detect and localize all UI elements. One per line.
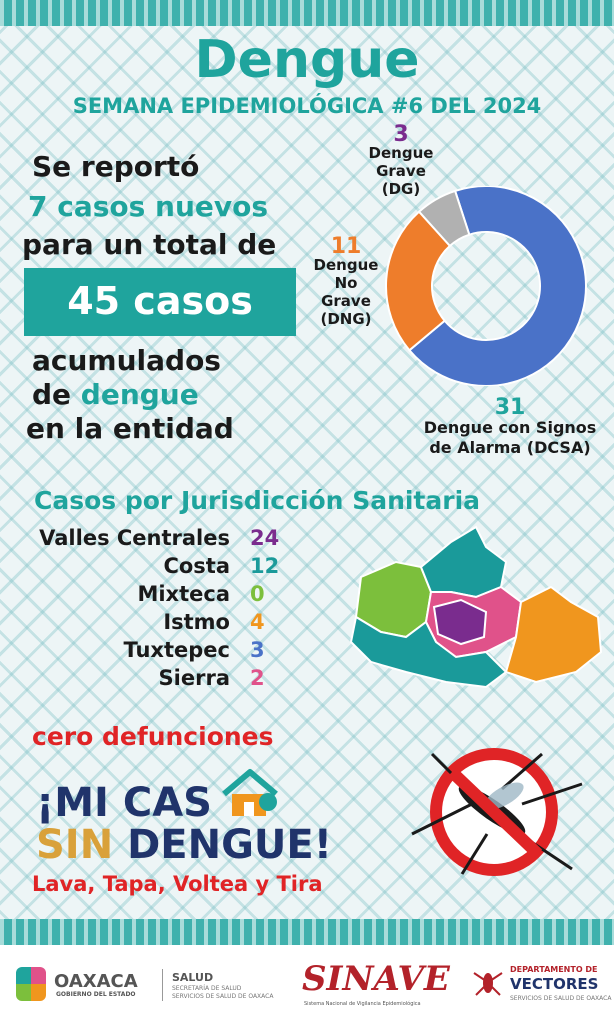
- campaign-line-2: SIN DENGUE!: [36, 822, 332, 868]
- label-dcsa-line2: de Alarma (DCSA): [429, 438, 591, 457]
- donut-chart: [385, 186, 587, 386]
- footer-salud-sub2: SERVICIOS DE SALUD DE OAXACA: [172, 993, 274, 1000]
- footer-gobierno: GOBIERNO DEL ESTADO: [56, 991, 136, 998]
- label-dg-line1: Dengue: [368, 144, 434, 162]
- footer-sinave-sub: Sistema Nacional de Vigilancia Epidemiol…: [304, 1001, 421, 1007]
- mosquito-logo-icon: [472, 965, 504, 999]
- jurisdiction-value: 2: [250, 666, 265, 690]
- footer: OAXACA GOBIERNO DEL ESTADO SALUD SECRETA…: [0, 945, 614, 1024]
- map-region-valles-centrales: [432, 598, 488, 646]
- donut-slice: [407, 186, 587, 386]
- label-dng: 11 Dengue No Grave (DNG): [306, 234, 386, 329]
- top-border-band: [0, 0, 614, 26]
- jurisdiction-value: 4: [250, 610, 265, 634]
- jurisdiction-value: 12: [250, 554, 280, 578]
- bottom-border-band: [0, 919, 614, 945]
- summary-line-6: en la entidad: [26, 412, 234, 445]
- label-dng-value: 11: [330, 234, 362, 259]
- oaxaca-map: [349, 525, 603, 689]
- map-region-istmo: [504, 585, 603, 684]
- map-region-sierra-north: [419, 525, 508, 599]
- jurisdiction-value: 24: [250, 526, 280, 550]
- summary-line-5a: de: [32, 378, 81, 411]
- summary-line-1: Se reportó: [32, 150, 200, 183]
- label-dg: 3 Dengue Grave (DG): [356, 122, 446, 199]
- footer-salud-sub1: SECRETARÍA DE SALUD: [172, 985, 242, 992]
- no-mosquito-icon: [411, 748, 583, 876]
- footer-salud: SALUD: [172, 971, 214, 984]
- label-dng-line3: Grave: [321, 292, 371, 310]
- label-dng-line4: (DNG): [320, 310, 372, 328]
- summary-line-4: acumulados: [32, 344, 221, 377]
- campaign-dengue: DENGUE!: [127, 822, 332, 868]
- summary-dengue-word: dengue: [80, 378, 199, 411]
- label-dcsa: 31 Dengue con Signos de Alarma (DCSA): [412, 395, 608, 458]
- jurisdiction-value: 0: [250, 582, 265, 606]
- label-dg-value: 3: [393, 122, 409, 147]
- total-cases-box: 45 casos: [24, 268, 296, 336]
- campaign-line-1: ¡MI CAS: [36, 780, 212, 826]
- jurisdiction-name: Sierra: [158, 666, 230, 690]
- footer-oaxaca: OAXACA: [54, 971, 138, 992]
- jurisdiction-name: Tuxtepec: [123, 638, 230, 662]
- campaign-sin: SIN: [36, 822, 128, 868]
- jurisdiction-name: Istmo: [163, 610, 230, 634]
- label-dcsa-line1: Dengue con Signos: [423, 418, 597, 437]
- label-dg-line2: Grave (DG): [376, 162, 426, 198]
- patterned-background: [0, 0, 614, 945]
- campaign-slogan: Lava, Tapa, Voltea y Tira: [32, 872, 323, 896]
- jurisdiction-value: 3: [250, 638, 265, 662]
- summary-line-5: de dengue: [32, 378, 199, 411]
- jurisdiction-name: Mixteca: [137, 582, 230, 606]
- footer-divider: [162, 969, 163, 1001]
- oaxaca-logo-icon: [16, 967, 46, 1001]
- summary-line-3: para un total de: [22, 228, 277, 261]
- deaths-text: cero defunciones: [32, 722, 274, 751]
- jurisdiction-name: Valles Centrales: [39, 526, 230, 550]
- footer-depto2: VECTORES: [510, 975, 599, 993]
- label-dng-line2: No: [334, 274, 358, 292]
- epidemiological-week: SEMANA EPIDEMIOLÓGICA #6 DEL 2024: [72, 94, 542, 118]
- label-dcsa-value: 31: [494, 395, 526, 420]
- summary-new-cases: 7 casos nuevos: [28, 190, 269, 223]
- footer-sinave: SINAVE: [302, 959, 450, 999]
- donut-slice: [417, 189, 471, 248]
- map-region-costa: [349, 615, 508, 689]
- jurisdiction-name: Costa: [163, 554, 230, 578]
- label-dng-line1: Dengue: [313, 256, 379, 274]
- jurisdictions-heading: Casos por Jurisdicción Sanitaria: [34, 486, 481, 515]
- footer-depto3: SERVICIOS DE SALUD DE OAXACA: [510, 995, 612, 1002]
- page-title: Dengue: [194, 30, 420, 90]
- donut-slice: [385, 210, 452, 352]
- house-icon: [222, 769, 278, 816]
- footer-depto1: DEPARTAMENTO DE: [510, 965, 598, 974]
